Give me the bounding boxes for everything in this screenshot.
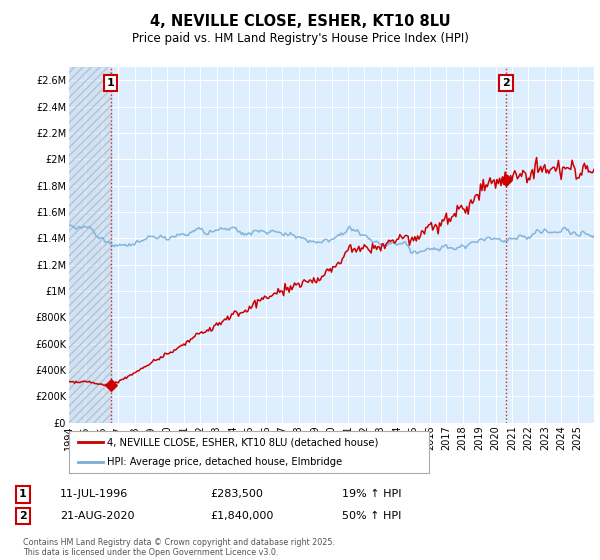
Text: 21-AUG-2020: 21-AUG-2020 (60, 511, 134, 521)
Text: Price paid vs. HM Land Registry's House Price Index (HPI): Price paid vs. HM Land Registry's House … (131, 32, 469, 45)
Point (501, 176, 511, 185)
Text: 11-JUL-1996: 11-JUL-1996 (60, 489, 128, 500)
Text: 19% ↑ HPI: 19% ↑ HPI (342, 489, 401, 500)
Text: 50% ↑ HPI: 50% ↑ HPI (342, 511, 401, 521)
Text: 2: 2 (19, 511, 26, 521)
Text: 4, NEVILLE CLOSE, ESHER, KT10 8LU (detached house): 4, NEVILLE CLOSE, ESHER, KT10 8LU (detac… (107, 437, 378, 447)
Text: 1: 1 (107, 78, 115, 88)
Point (106, 381, 115, 390)
Text: 1: 1 (19, 489, 26, 500)
Text: £1,840,000: £1,840,000 (210, 511, 274, 521)
Text: 4, NEVILLE CLOSE, ESHER, KT10 8LU: 4, NEVILLE CLOSE, ESHER, KT10 8LU (149, 14, 451, 29)
Text: Contains HM Land Registry data © Crown copyright and database right 2025.
This d: Contains HM Land Registry data © Crown c… (23, 538, 335, 557)
Text: HPI: Average price, detached house, Elmbridge: HPI: Average price, detached house, Elmb… (107, 457, 342, 466)
Text: £283,500: £283,500 (210, 489, 263, 500)
Text: 2: 2 (502, 78, 510, 88)
Polygon shape (69, 67, 110, 423)
